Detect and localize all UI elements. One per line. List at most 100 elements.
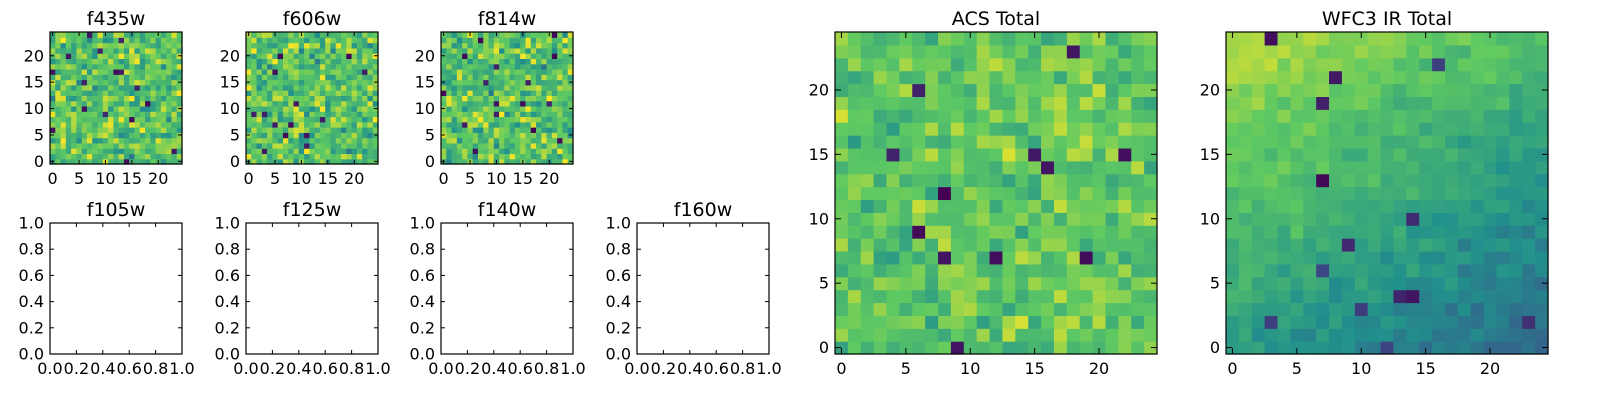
heatmap-cell xyxy=(92,148,99,155)
heatmap-cell xyxy=(873,70,888,85)
heatmap-cell xyxy=(150,100,157,107)
heatmap-cell xyxy=(1131,328,1145,342)
heatmap-cell xyxy=(71,68,77,75)
heatmap-cell xyxy=(514,79,521,86)
heatmap-cell xyxy=(60,105,67,112)
heatmap-cell xyxy=(499,153,505,160)
heatmap-cell xyxy=(472,58,479,65)
heatmap-cell xyxy=(272,105,279,112)
heatmap-cell xyxy=(963,238,978,252)
heatmap-cell xyxy=(1393,225,1407,239)
heatmap-cell xyxy=(1535,186,1549,201)
heatmap-cell xyxy=(309,95,316,102)
heatmap-cell xyxy=(139,100,146,107)
heatmap-cell xyxy=(65,158,72,165)
heatmap-cell xyxy=(65,58,72,65)
heatmap-cell xyxy=(530,137,537,144)
heatmap-cell xyxy=(925,57,939,72)
heatmap-cell xyxy=(1015,238,1029,252)
heatmap-cell xyxy=(118,37,125,44)
heatmap-cell xyxy=(441,68,447,75)
heatmap-cell xyxy=(1226,160,1240,175)
heatmap-cell xyxy=(145,111,151,118)
heatmap-cell xyxy=(446,100,453,107)
heatmap-cell xyxy=(1066,238,1081,252)
heatmap-cell xyxy=(335,58,342,65)
heatmap-cell xyxy=(1303,250,1317,265)
heatmap-cell xyxy=(1341,328,1356,342)
y-tick-label: 1.0 xyxy=(215,214,240,233)
heatmap-cell xyxy=(86,132,93,139)
heatmap-cell xyxy=(950,135,965,149)
heatmap-cell xyxy=(912,32,926,46)
heatmap-cell xyxy=(155,58,162,65)
heatmap-cell xyxy=(1251,135,1266,149)
heatmap-cell xyxy=(1509,289,1523,304)
heatmap-cell xyxy=(1092,135,1107,149)
heatmap-cell xyxy=(1444,302,1459,316)
heatmap-cell xyxy=(467,53,474,59)
heatmap-cell xyxy=(139,84,146,91)
heatmap-cell xyxy=(1341,250,1356,265)
heatmap-cell xyxy=(335,42,342,49)
heatmap-cell xyxy=(1092,32,1107,46)
heatmap-cell xyxy=(330,100,337,107)
heatmap-cell xyxy=(166,37,173,44)
heatmap-cell xyxy=(1432,173,1446,188)
heatmap-cell xyxy=(557,74,564,81)
heatmap-cell xyxy=(298,95,305,102)
heatmap-cell xyxy=(1509,160,1523,175)
heatmap-cell xyxy=(1380,135,1395,149)
heatmap-cell xyxy=(546,111,553,118)
heatmap-cell xyxy=(1105,44,1119,59)
heatmap-cell xyxy=(446,158,453,165)
heatmap-cell xyxy=(1329,96,1343,110)
heatmap-cell xyxy=(509,158,516,165)
heatmap-cell xyxy=(1329,186,1343,201)
heatmap-cell xyxy=(282,32,289,38)
heatmap-cell xyxy=(1419,32,1433,46)
heatmap-cell xyxy=(456,121,463,128)
heatmap-cell xyxy=(1264,122,1279,136)
heatmap-cell xyxy=(462,105,468,112)
heatmap-cell xyxy=(55,42,62,49)
heatmap-cell xyxy=(251,53,258,59)
heatmap-cell xyxy=(1354,199,1369,213)
heatmap-cell xyxy=(346,100,353,107)
heatmap-cell xyxy=(456,100,463,107)
heatmap-cell xyxy=(938,225,952,239)
heatmap-cell xyxy=(546,132,553,139)
heatmap-cell xyxy=(551,137,558,144)
heatmap-cell xyxy=(488,148,495,155)
heatmap-cell xyxy=(1290,276,1304,291)
heatmap-cell xyxy=(1238,328,1253,342)
heatmap-cell xyxy=(541,63,548,70)
heatmap-cell xyxy=(562,74,569,81)
heatmap-cell xyxy=(1316,186,1330,201)
heatmap-cell xyxy=(1290,57,1304,72)
heatmap-cell xyxy=(989,263,1004,278)
heatmap-cell xyxy=(50,58,56,65)
heatmap-cell xyxy=(1496,147,1510,162)
heatmap-cell xyxy=(113,153,120,160)
heatmap-cell xyxy=(536,116,542,123)
heatmap-cell xyxy=(504,84,511,91)
x-tick-label: 0.8 xyxy=(143,359,168,378)
heatmap-cell xyxy=(488,137,495,144)
heatmap-cell xyxy=(277,153,284,160)
heatmap-cell xyxy=(65,153,72,160)
heatmap-cell xyxy=(446,47,453,54)
heatmap-cell xyxy=(1041,263,1055,278)
heatmap-cell xyxy=(925,147,939,162)
heatmap-cell xyxy=(938,276,952,291)
heatmap-cell xyxy=(1053,276,1068,291)
heatmap-cell xyxy=(551,79,558,86)
heatmap-cell xyxy=(1002,199,1016,213)
heatmap-cell xyxy=(139,74,146,81)
heatmap-cell xyxy=(976,341,991,355)
heatmap-cell xyxy=(113,132,120,139)
heatmap-cell xyxy=(160,47,167,54)
heatmap-cell xyxy=(1251,147,1266,162)
heatmap-cell xyxy=(1131,315,1145,329)
